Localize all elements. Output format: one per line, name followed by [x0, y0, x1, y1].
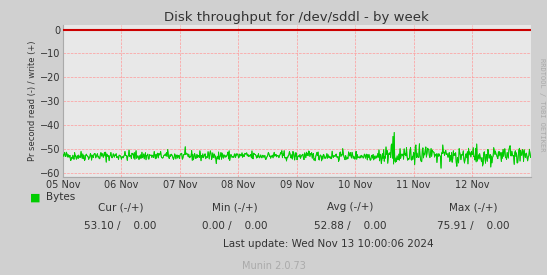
Text: Min (-/+): Min (-/+) [212, 202, 258, 212]
Y-axis label: Pr second read (-) / write (+): Pr second read (-) / write (+) [28, 41, 37, 161]
Text: ■: ■ [30, 192, 40, 202]
Text: RRDTOOL / TOBI OETIKER: RRDTOOL / TOBI OETIKER [539, 58, 545, 151]
Text: Last update: Wed Nov 13 10:00:06 2024: Last update: Wed Nov 13 10:00:06 2024 [223, 239, 434, 249]
Text: 52.88 /    0.00: 52.88 / 0.00 [314, 221, 386, 231]
Text: Avg (-/+): Avg (-/+) [327, 202, 373, 212]
Text: Max (-/+): Max (-/+) [449, 202, 497, 212]
Text: 53.10 /    0.00: 53.10 / 0.00 [84, 221, 156, 231]
Title: Disk throughput for /dev/sddl - by week: Disk throughput for /dev/sddl - by week [164, 10, 429, 24]
Text: Bytes: Bytes [46, 192, 75, 202]
Text: 75.91 /    0.00: 75.91 / 0.00 [437, 221, 509, 231]
Text: Cur (-/+): Cur (-/+) [97, 202, 143, 212]
Text: 0.00 /    0.00: 0.00 / 0.00 [202, 221, 268, 231]
Text: Munin 2.0.73: Munin 2.0.73 [242, 261, 305, 271]
